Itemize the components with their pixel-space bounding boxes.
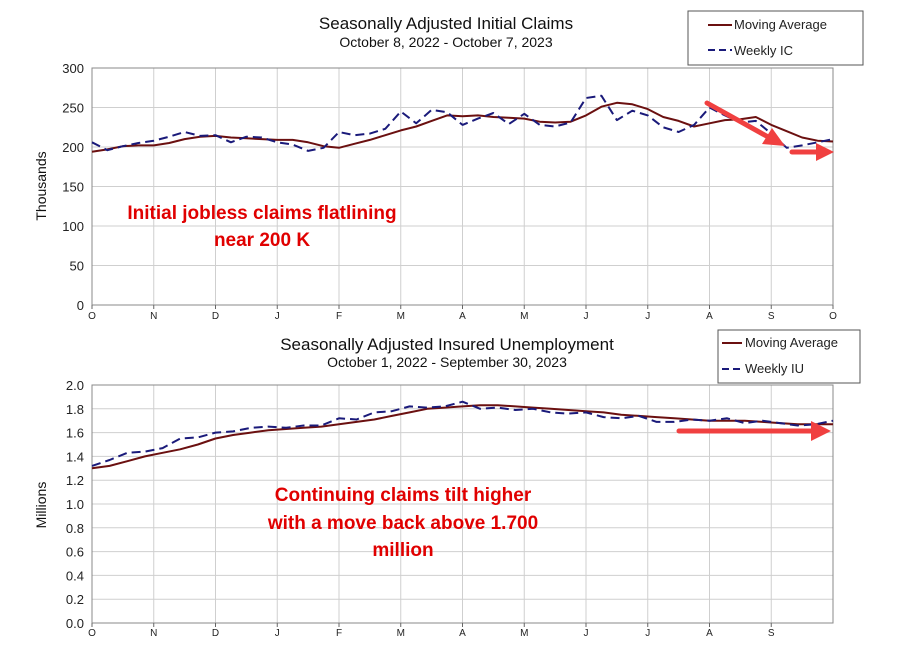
- chart1-down-arrow-shaft: [704, 100, 773, 141]
- chart2-flat-arrow: [676, 421, 831, 441]
- x-tick-label: A: [459, 628, 466, 639]
- y-tick-label: 1.2: [66, 473, 84, 488]
- y-tick-label: 0: [77, 298, 84, 313]
- x-tick-label: N: [150, 311, 157, 322]
- chart1-down-arrow-head: [762, 128, 785, 146]
- chart2-subtitle: October 1, 2022 - September 30, 2023: [327, 354, 567, 370]
- series-line-weekly-iu: [91, 400, 834, 467]
- chart2-series: [91, 400, 834, 470]
- x-tick-label: A: [459, 311, 466, 322]
- x-tick-label: D: [212, 311, 219, 322]
- x-tick-label: O: [88, 628, 96, 639]
- x-tick-label: F: [336, 628, 342, 639]
- x-tick-label: O: [88, 311, 96, 322]
- y-tick-label: 2.0: [66, 378, 84, 393]
- x-tick-label: J: [584, 311, 589, 322]
- x-tick-label: M: [520, 311, 528, 322]
- initial-claims-chart: Seasonally Adjusted Initial Claims Octob…: [33, 10, 864, 322]
- x-tick-label: S: [768, 628, 775, 639]
- x-tick-label: S: [768, 311, 775, 322]
- y-tick-label: 0.4: [66, 568, 84, 583]
- x-tick-label: M: [520, 628, 528, 639]
- chart1-legend: Moving Average Weekly IC: [687, 10, 864, 66]
- x-tick-label: A: [706, 311, 713, 322]
- x-tick-label: O: [829, 311, 837, 322]
- y-tick-label: 100: [62, 219, 84, 234]
- chart1-annotation-line1: Initial jobless claims flatlining: [127, 203, 396, 224]
- y-tick-label: 150: [62, 180, 84, 195]
- x-tick-label: M: [397, 628, 405, 639]
- chart1-y-ticks: 0 50 100 150 200 250 300: [62, 61, 84, 313]
- y-tick-label: 200: [62, 140, 84, 155]
- x-tick-label: D: [212, 628, 219, 639]
- chart1-legend-weekly-ic: Weekly IC: [734, 43, 793, 58]
- chart1-flat-arrow: [789, 143, 834, 161]
- x-tick-label: M: [397, 311, 405, 322]
- y-tick-label: 0.8: [66, 521, 84, 536]
- chart2-annotation-line2: with a move back above 1.700: [267, 513, 538, 534]
- chart1-legend-moving-average: Moving Average: [734, 17, 827, 32]
- chart2-legend-moving-average: Moving Average: [745, 335, 838, 350]
- chart2-title: Seasonally Adjusted Insured Unemployment: [280, 335, 614, 354]
- chart2-legend-box: [717, 329, 861, 384]
- chart2-y-ticks: 0.0 0.2 0.4 0.6 0.8 1.0 1.2 1.4 1.6 1.8 2.0: [66, 378, 84, 631]
- x-tick-label: J: [645, 628, 650, 639]
- y-tick-label: 300: [62, 61, 84, 76]
- x-tick-label: J: [275, 628, 280, 639]
- chart1-series: [91, 94, 834, 153]
- y-tick-label: 1.8: [66, 402, 84, 417]
- x-tick-label: N: [150, 628, 157, 639]
- chart1-subtitle: October 8, 2022 - October 7, 2023: [339, 34, 552, 50]
- chart1-down-arrow: [704, 100, 785, 146]
- chart2-flat-arrow-head: [811, 421, 831, 441]
- y-tick-label: 1.4: [66, 449, 84, 464]
- y-tick-label: 1.6: [66, 426, 84, 441]
- chart2-annotation-line3: million: [372, 540, 433, 561]
- chart2-legend-weekly-iu: Weekly IU: [745, 361, 804, 376]
- chart2-legend: Moving Average Weekly IU: [717, 329, 861, 384]
- y-tick-label: 250: [62, 101, 84, 116]
- chart2-y-axis-label: Millions: [33, 482, 49, 529]
- x-tick-label: J: [645, 311, 650, 322]
- y-tick-label: 0.0: [66, 616, 84, 631]
- x-tick-label: J: [275, 311, 280, 322]
- chart1-annotation-line2: near 200 K: [214, 230, 310, 251]
- x-tick-label: J: [584, 628, 589, 639]
- x-tick-label: A: [706, 628, 713, 639]
- y-tick-label: 1.0: [66, 497, 84, 512]
- chart1-title: Seasonally Adjusted Initial Claims: [319, 14, 573, 33]
- chart1-legend-box: [687, 10, 864, 66]
- chart1-y-axis-label: Thousands: [33, 151, 49, 220]
- series-line-weekly-ic: [91, 94, 834, 152]
- x-tick-label: F: [336, 311, 342, 322]
- chart1-flat-arrow-head: [816, 143, 834, 161]
- chart2-annotation-line1: Continuing claims tilt higher: [275, 485, 532, 506]
- y-tick-label: 0.6: [66, 545, 84, 560]
- insured-unemployment-chart: Seasonally Adjusted Insured Unemployment…: [33, 329, 861, 639]
- y-tick-label: 0.2: [66, 592, 84, 607]
- y-tick-label: 50: [70, 259, 84, 274]
